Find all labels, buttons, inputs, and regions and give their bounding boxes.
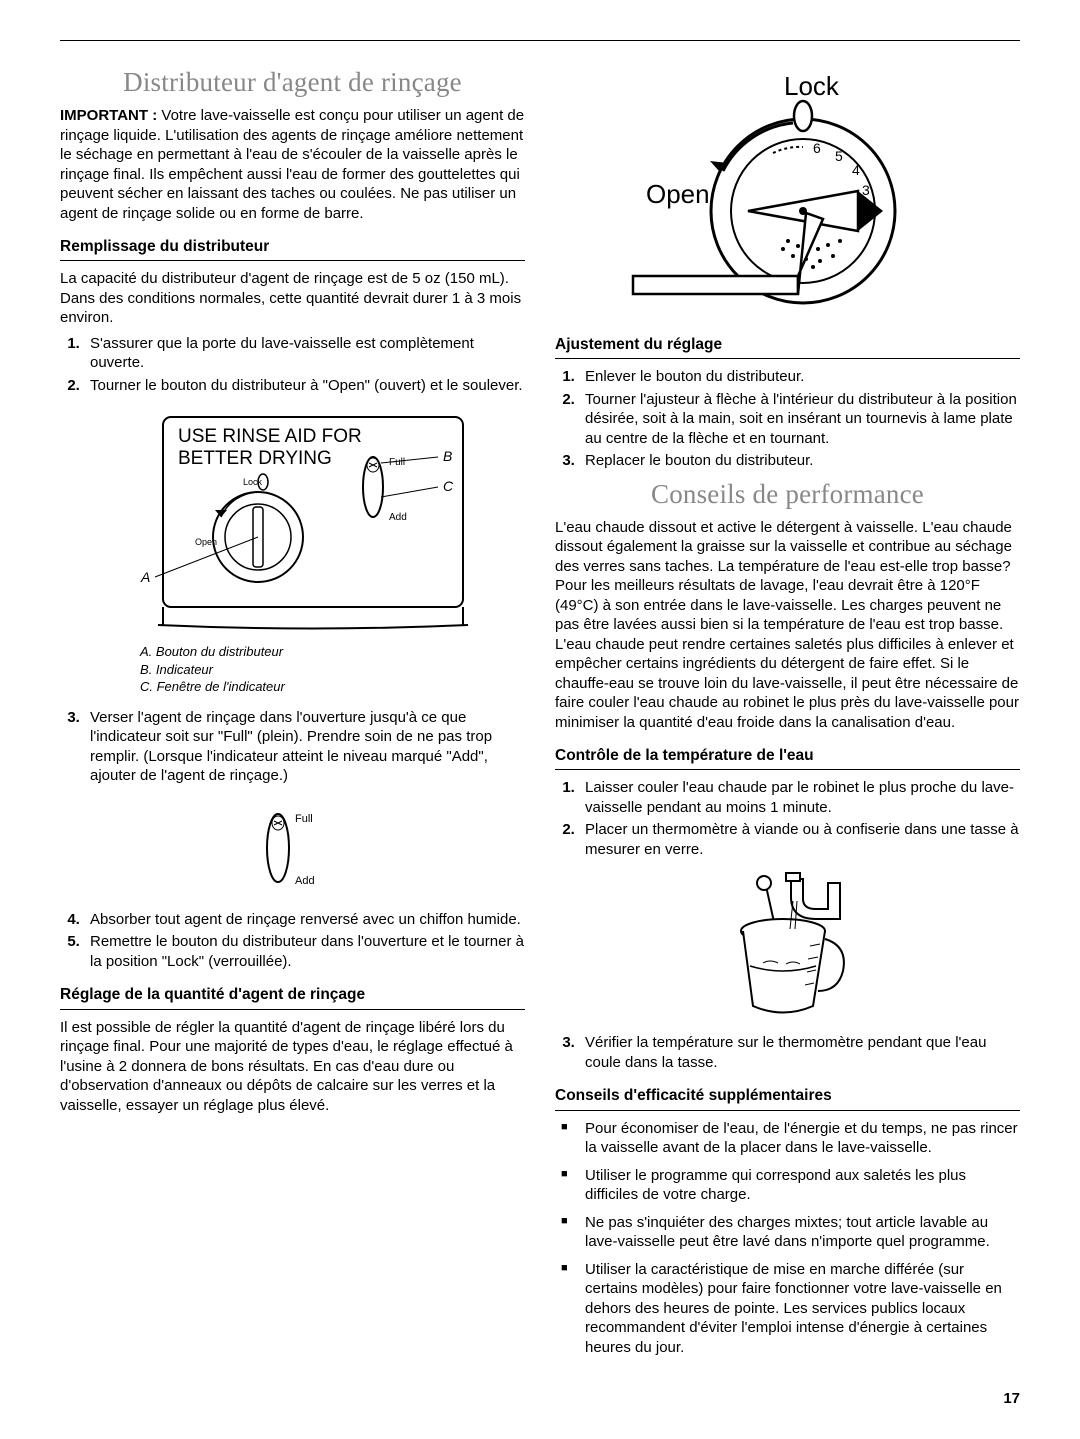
fig-add: Add: [389, 512, 407, 523]
fill-step-1: S'assurer que la porte du lave-vaisselle…: [84, 334, 525, 373]
temp-1: Laisser couler l'eau chaude par le robin…: [579, 778, 1020, 817]
temp-steps: Laisser couler l'eau chaude par le robin…: [555, 778, 1020, 859]
fig-lock: Lock: [243, 477, 263, 487]
figure-cup: [555, 871, 1020, 1021]
top-rule: [60, 40, 1020, 41]
indicator-svg: Full Add: [233, 798, 353, 898]
intro-paragraph: IMPORTANT : Votre lave-vaisselle est con…: [60, 106, 525, 223]
fill-step-5: Remettre le bouton du distributeur dans …: [84, 932, 525, 971]
page-number: 17: [60, 1389, 1020, 1409]
label-b: B: [443, 448, 452, 464]
fill-steps-cont: Verser l'agent de rinçage dans l'ouvertu…: [60, 708, 525, 786]
fig-title2: BETTER DRYING: [178, 448, 332, 469]
eff-4: Utiliser la caractéristique de mise en m…: [579, 1260, 1020, 1358]
temp-2: Placer un thermomètre à viande ou à conf…: [579, 820, 1020, 859]
left-column: Distributeur d'agent de rinçage IMPORTAN…: [60, 59, 525, 1365]
fill-step-4: Absorber tout agent de rinçage renversé …: [84, 910, 525, 930]
sub-eff: Conseils d'efficacité supplémentaires: [555, 1086, 1020, 1110]
caption-a: A. Bouton du distributeur: [140, 643, 525, 661]
sub-adjust: Ajustement du réglage: [555, 335, 1020, 359]
label-c: C: [443, 478, 454, 494]
figure-dispenser: USE RINSE AID FOR BETTER DRYING Lock Ope…: [60, 407, 525, 696]
sub-temp: Contrôle de la température de l'eau: [555, 746, 1020, 770]
temp-steps-cont: Vérifier la température sur le thermomèt…: [555, 1033, 1020, 1072]
cup-svg: [708, 871, 868, 1021]
label-a: A: [140, 569, 150, 585]
sub-adjust-qty: Réglage de la quantité d'agent de rinçag…: [60, 985, 525, 1009]
intro-text: Votre lave-vaisselle est conçu pour util…: [60, 107, 524, 222]
fig-full: Full: [389, 457, 405, 468]
important-label: IMPORTANT :: [60, 107, 157, 124]
n6: 6: [813, 140, 821, 156]
figure-dial: Lock Open 6 5 4 3 2: [555, 71, 1020, 321]
adjust-text: Il est possible de régler la quantité d'…: [60, 1018, 525, 1116]
section-title-rinse: Distributeur d'agent de rinçage: [60, 65, 525, 100]
fill-step-3: Verser l'agent de rinçage dans l'ouvertu…: [84, 708, 525, 786]
figure-caption: A. Bouton du distributeur B. Indicateur …: [60, 643, 525, 696]
dial-lock: Lock: [784, 71, 840, 101]
eff-2: Utiliser le programme qui correspond aux…: [579, 1166, 1020, 1205]
caption-c: C. Fenêtre de l'indicateur: [140, 678, 525, 696]
sub-fill: Remplissage du distributeur: [60, 237, 525, 261]
n5: 5: [835, 148, 843, 164]
eff-1: Pour économiser de l'eau, de l'énergie e…: [579, 1119, 1020, 1158]
dial-open: Open: [646, 179, 710, 209]
dial-svg: Lock Open 6 5 4 3 2: [628, 71, 948, 321]
fill-steps-end: Absorber tout agent de rinçage renversé …: [60, 910, 525, 972]
adjust-steps: Enlever le bouton du distributeur. Tourn…: [555, 367, 1020, 471]
capacity-text: La capacité du distributeur d'agent de r…: [60, 269, 525, 328]
ind-add: Add: [295, 875, 315, 887]
ind-full: Full: [295, 813, 313, 825]
n4: 4: [852, 162, 860, 178]
fill-steps: S'assurer que la porte du lave-vaisselle…: [60, 334, 525, 396]
adj-1: Enlever le bouton du distributeur.: [579, 367, 1020, 387]
adj-2: Tourner l'ajusteur à flèche à l'intérieu…: [579, 390, 1020, 449]
fill-step-2: Tourner le bouton du distributeur à "Ope…: [84, 376, 525, 396]
adj-3: Replacer le bouton du distributeur.: [579, 451, 1020, 471]
caption-b: B. Indicateur: [140, 661, 525, 679]
eff-list: Pour économiser de l'eau, de l'énergie e…: [555, 1119, 1020, 1358]
eff-3: Ne pas s'inquiéter des charges mixtes; t…: [579, 1213, 1020, 1252]
fig-title1: USE RINSE AID FOR: [178, 426, 362, 447]
figure-indicator: Full Add: [60, 798, 525, 898]
right-column: Lock Open 6 5 4 3 2: [555, 59, 1020, 1365]
section-title-perf: Conseils de performance: [555, 477, 1020, 512]
perf-text: L'eau chaude dissout et active le déterg…: [555, 518, 1020, 733]
dispenser-svg: USE RINSE AID FOR BETTER DRYING Lock Ope…: [103, 407, 483, 637]
content-columns: Distributeur d'agent de rinçage IMPORTAN…: [60, 59, 1020, 1365]
fig-open: Open: [195, 537, 217, 547]
temp-3: Vérifier la température sur le thermomèt…: [579, 1033, 1020, 1072]
